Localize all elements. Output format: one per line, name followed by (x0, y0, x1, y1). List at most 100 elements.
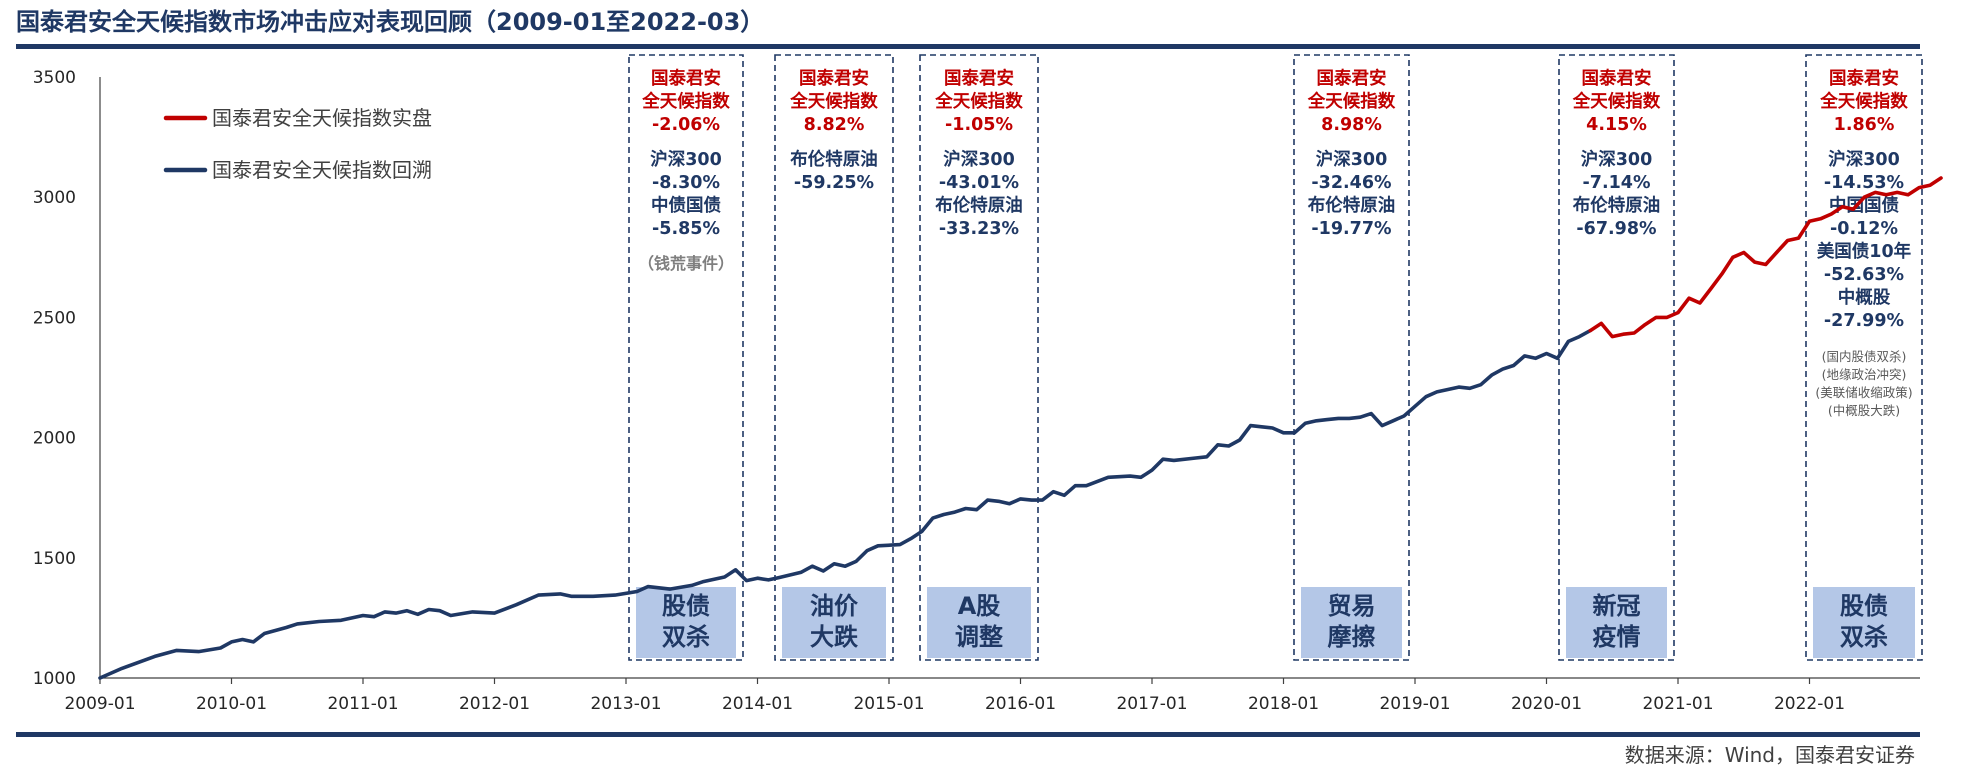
event-text: 布伦特原油 (1308, 195, 1396, 216)
y-tick-label: 1000 (33, 669, 76, 689)
event-text: (中概股大跌) (1828, 403, 1900, 418)
event-label-bg (636, 587, 736, 658)
x-tick-label: 2016-01 (985, 694, 1056, 714)
event-box: 国泰君安全天候指数 -1.05% 沪深300 -43.01%布伦特原油 -33.23% A… (919, 54, 1039, 661)
event-text: -32.46% (1311, 173, 1391, 193)
event-box: 国泰君安全天候指数 -2.06% 沪深300 -8.30%中债国债 -5.85% （钱荒事… (628, 54, 744, 661)
event-label: 贸易 (1328, 592, 1376, 620)
event-text: -43.01% (939, 173, 1019, 193)
event-frame (1558, 54, 1675, 661)
event-label: 摩擦 (1328, 623, 1376, 651)
event-text: 8.82% (804, 115, 865, 135)
event-frame (774, 54, 894, 661)
event-text: 中国国债 (1829, 195, 1899, 216)
x-tick-label: 2011-01 (327, 694, 398, 714)
event-text: -1.05% (945, 115, 1013, 135)
event-annotations: 国泰君安全天候指数 -2.06% 沪深300 -8.30%中债国债 -5.85% （钱荒事… (628, 54, 1923, 661)
event-text: 1.86% (1834, 115, 1895, 135)
event-text: 沪深300 (650, 149, 722, 170)
event-text: (国内股债双杀) (1822, 349, 1907, 364)
event-label-bg (1813, 587, 1915, 658)
event-text: 全天候指数 (1819, 91, 1908, 112)
x-tick-label: 2018-01 (1248, 694, 1319, 714)
event-box: 国泰君安全天候指数 1.86% 沪深300 -14.53%中国国债 -0.12%美国债1… (1805, 54, 1923, 661)
page-title: 国泰君安全天候指数市场冲击应对表现回顾（2009-01至2022-03） (16, 8, 764, 36)
event-label: 股债 (662, 592, 710, 620)
event-text: 全天候指数 (1572, 91, 1661, 112)
event-text: 全天候指数 (789, 91, 878, 112)
x-tick-label: 2019-01 (1379, 694, 1450, 714)
event-text: 国泰君安 (1582, 68, 1652, 89)
y-tick-label: 2000 (33, 429, 76, 449)
x-tick-label: 2013-01 (590, 694, 661, 714)
event-text: （钱荒事件） (638, 254, 734, 273)
event-text: -33.23% (939, 219, 1019, 239)
x-tick-label: 2015-01 (853, 694, 924, 714)
event-text: 布伦特原油 (935, 195, 1023, 216)
event-text: 全天候指数 (641, 91, 730, 112)
event-text: -59.25% (794, 173, 874, 193)
event-text: -7.14% (1583, 173, 1651, 193)
header-rule (16, 44, 1920, 49)
event-text: (地缘政治冲突) (1822, 367, 1907, 382)
y-tick-label: 2500 (33, 308, 76, 328)
event-text: 国泰君安 (1829, 68, 1899, 89)
legend-label: 国泰君安全天候指数实盘 (212, 106, 432, 130)
event-label: 大跌 (810, 623, 859, 651)
event-text: 国泰君安 (1317, 68, 1387, 89)
event-text: (美联储收缩政策) (1815, 385, 1912, 400)
event-label: 疫情 (1593, 623, 1641, 651)
event-label: 双杀 (662, 623, 710, 651)
event-text: -27.99% (1824, 311, 1904, 331)
event-label: 调整 (955, 623, 1003, 651)
x-tick-label: 2020-01 (1511, 694, 1582, 714)
event-text: 沪深300 (1316, 149, 1388, 170)
event-frame (1293, 54, 1410, 661)
event-label-bg (927, 587, 1031, 658)
event-text: -52.63% (1824, 265, 1904, 285)
event-text: 国泰君安 (944, 68, 1014, 89)
event-text: -67.98% (1576, 219, 1656, 239)
event-label: 油价 (810, 592, 859, 620)
event-text: 布伦特原油 (1573, 195, 1661, 216)
event-text: -0.12% (1830, 219, 1898, 239)
event-label-bg (782, 587, 886, 658)
footer-rule (16, 732, 1920, 737)
event-text: -19.77% (1311, 219, 1391, 239)
series-lines (98, 176, 1943, 680)
event-text: -2.06% (652, 115, 720, 135)
x-tick-label: 2017-01 (1116, 694, 1187, 714)
x-tick-label: 2009-01 (64, 694, 135, 714)
x-tick-label: 2010-01 (196, 694, 267, 714)
event-text: 沪深300 (1581, 149, 1653, 170)
event-text: 国泰君安 (799, 68, 869, 89)
event-text: 全天候指数 (1307, 91, 1396, 112)
series-line-0 (98, 328, 1593, 680)
event-label-bg (1301, 587, 1402, 658)
event-label: A股 (958, 592, 1001, 620)
event-text: 全天候指数 (934, 91, 1023, 112)
source-note: 数据来源：Wind，国泰君安证券 (1625, 743, 1915, 767)
legend-label: 国泰君安全天候指数回溯 (212, 158, 432, 182)
event-frame (628, 54, 744, 661)
event-text: -5.85% (652, 219, 720, 239)
event-text: 布伦特原油 (790, 149, 878, 170)
event-text: 沪深300 (1828, 149, 1900, 170)
y-tick-label: 3500 (33, 68, 76, 88)
x-tick-label: 2012-01 (459, 694, 530, 714)
event-frame (919, 54, 1039, 661)
x-tick-label: 2022-01 (1774, 694, 1845, 714)
event-label-bg (1566, 587, 1667, 658)
x-tick-label: 2021-01 (1642, 694, 1713, 714)
event-text: 4.15% (1586, 115, 1647, 135)
event-text: 中债国债 (651, 195, 721, 216)
event-label: 双杀 (1840, 623, 1888, 651)
event-text: 8.98% (1321, 115, 1382, 135)
y-tick-label: 1500 (33, 549, 76, 569)
event-text: -14.53% (1824, 173, 1904, 193)
axes: 1000 1500 2000 2500 3000 3500 2009-01 2010-01 20… (33, 68, 1920, 714)
y-tick-label: 3000 (33, 188, 76, 208)
